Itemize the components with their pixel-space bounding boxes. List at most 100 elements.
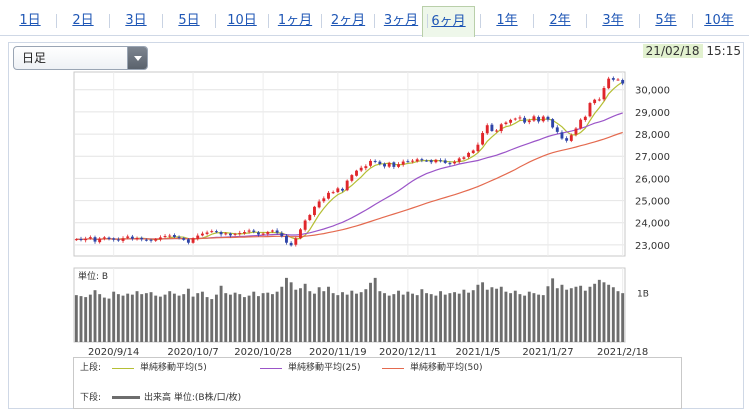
candle-body	[495, 130, 499, 132]
candle-body	[285, 235, 288, 243]
date-tick-label: 2021/1/5	[455, 347, 500, 358]
tab-13[interactable]: 5年	[655, 13, 677, 28]
tab-4[interactable]: 5日	[178, 13, 200, 28]
candle-body	[242, 232, 246, 234]
candle-body	[583, 116, 587, 121]
candle-body	[537, 116, 541, 122]
volume-bar	[200, 291, 204, 342]
volume-bar	[583, 290, 587, 342]
volume-bar	[406, 291, 410, 342]
tab-14[interactable]: 10年	[704, 13, 734, 28]
candle-body	[490, 124, 494, 131]
volume-bar	[471, 290, 475, 342]
tab-5[interactable]: 10日	[227, 13, 257, 28]
tab-7[interactable]: 2ヶ月	[330, 13, 366, 28]
volume-bar	[112, 291, 116, 342]
volume-bar	[429, 294, 433, 342]
candle-body	[177, 236, 181, 238]
date-tick-label: 2020/9/14	[88, 347, 139, 358]
candle-body	[322, 198, 326, 202]
tab-separator	[692, 14, 693, 28]
candle-body	[420, 159, 424, 161]
volume-bar	[513, 290, 517, 342]
volume-bar	[303, 283, 307, 342]
volume-swatch	[112, 396, 140, 399]
date-tick-label: 2020/11/19	[309, 347, 367, 358]
volume-bar	[210, 299, 214, 342]
tab-12[interactable]: 3年	[602, 13, 624, 28]
volume-bar	[555, 288, 559, 342]
volume-bar	[228, 294, 232, 342]
candle-body	[327, 192, 330, 199]
candle-body	[84, 238, 88, 241]
ma25-line-swatch	[260, 368, 282, 369]
candle-body	[294, 238, 298, 245]
volume-scale-label: 1B	[637, 290, 649, 300]
volume-bar	[289, 282, 293, 342]
candle-body	[476, 144, 480, 152]
volume-bar	[219, 285, 223, 342]
tab-10[interactable]: 1年	[496, 13, 518, 28]
volume-bar	[116, 294, 120, 342]
date-tick-label: 2021/2/18	[597, 347, 648, 358]
volume-bar	[401, 294, 405, 342]
candle-body	[345, 180, 349, 191]
candle-body	[597, 99, 601, 101]
volume-bar	[79, 296, 83, 342]
candle-body	[439, 160, 443, 162]
volume-bar	[532, 293, 536, 342]
tab-2[interactable]: 2日	[72, 13, 94, 28]
legend-lower-row: 下段: 出来高 単位:(B株/口/枚)	[80, 391, 670, 405]
legend-ma25-label: 単純移動平均(25)	[288, 363, 361, 373]
candle-body	[214, 231, 218, 233]
volume-bar	[355, 293, 358, 342]
candle-body	[434, 159, 438, 163]
tab-separator	[215, 14, 216, 28]
chevron-down-icon[interactable]	[127, 47, 147, 69]
volume-bar	[84, 297, 88, 342]
volume-bar	[425, 293, 428, 342]
candle-body	[252, 230, 256, 232]
candle-body	[112, 238, 116, 240]
candle-period-select[interactable]: 日足	[13, 46, 148, 70]
candle-body	[569, 135, 573, 141]
volume-bar	[495, 288, 499, 342]
candle-body	[205, 232, 209, 234]
legend-lower-label: 下段:	[80, 393, 102, 403]
candle-body	[621, 80, 625, 84]
volume-bar	[177, 295, 181, 342]
volume-bar	[317, 287, 321, 342]
volume-bar	[233, 292, 237, 342]
candle-body	[481, 132, 485, 145]
volume-bar	[280, 286, 284, 342]
tab-6[interactable]: 1ヶ月	[277, 13, 313, 28]
volume-bar	[392, 294, 396, 342]
candle-body	[289, 242, 293, 246]
candle-body	[602, 87, 606, 100]
volume-bar	[294, 289, 298, 342]
price-tick-label: 28,000	[635, 130, 670, 141]
tab-3[interactable]: 3日	[125, 13, 147, 28]
volume-bar	[121, 295, 125, 342]
legend-ma5-label: 単純移動平均(5)	[140, 363, 207, 373]
candle-body	[163, 236, 167, 238]
volume-bar	[541, 295, 545, 342]
candle-body	[191, 238, 195, 243]
tab-1[interactable]: 1日	[19, 13, 41, 28]
candle-body	[373, 160, 377, 162]
volume-bar	[158, 296, 162, 342]
tab-8[interactable]: 3ヶ月	[383, 13, 419, 28]
tab-9[interactable]: 6ヶ月	[422, 6, 475, 37]
candle-body	[565, 138, 569, 141]
candle-body	[527, 120, 531, 123]
volume-bar	[238, 294, 242, 342]
price-plot-frame	[73, 71, 626, 257]
tab-11[interactable]: 2年	[549, 13, 571, 28]
candle-body	[313, 206, 316, 216]
candle-body	[429, 160, 433, 163]
candle-body	[266, 232, 270, 234]
volume-bar	[485, 289, 489, 342]
volume-bar	[439, 291, 443, 342]
candle-body	[303, 220, 307, 230]
candle-body	[588, 103, 592, 117]
